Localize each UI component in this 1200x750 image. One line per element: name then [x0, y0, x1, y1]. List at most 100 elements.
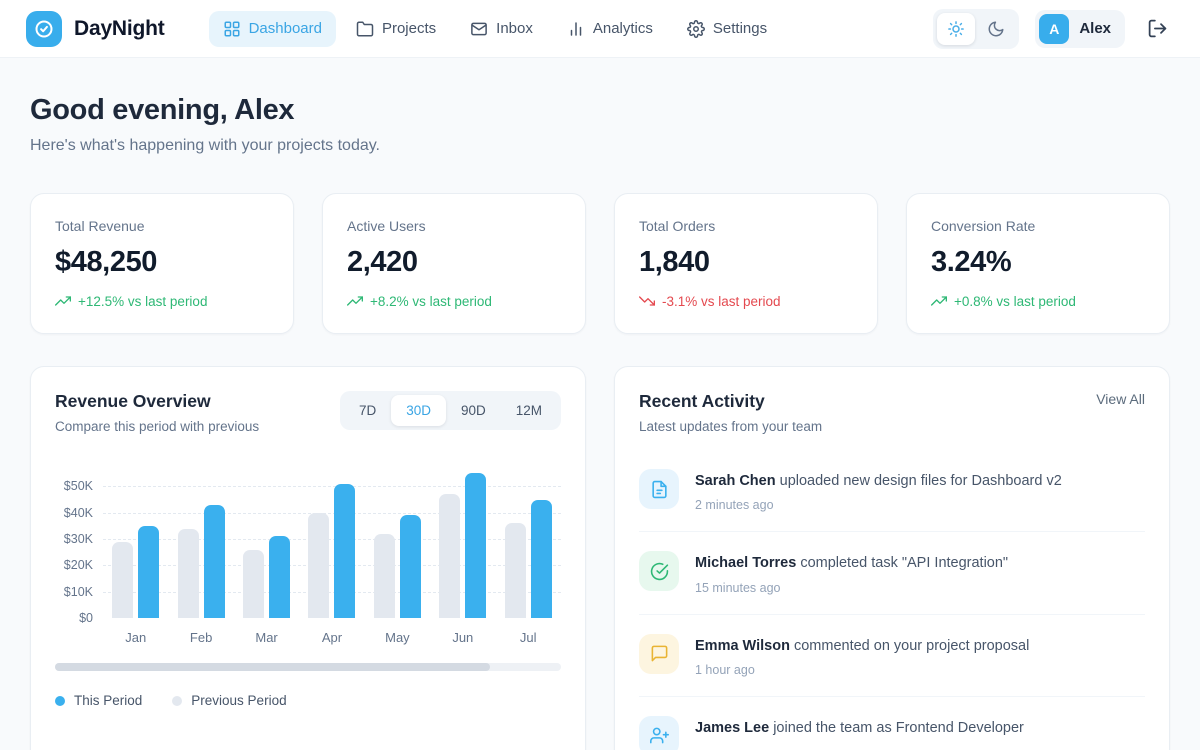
- activity-action: commented on your project proposal: [793, 637, 1030, 654]
- stat-value: 2,420: [347, 246, 418, 278]
- stat-value: 3.24%: [931, 246, 1012, 278]
- stat-trend-text: +12.5% vs last period: [78, 293, 208, 309]
- dashboard-page: Good evening, Alex Here's what's happeni…: [0, 58, 1200, 750]
- brand-name: DayNight: [74, 16, 165, 40]
- activity-list: Sarah Chen uploaded new design files for…: [639, 450, 1145, 750]
- logout-button[interactable]: [1141, 12, 1174, 45]
- bar-previous-period: [308, 512, 330, 618]
- bar-previous-period: [439, 494, 461, 618]
- revenue-header: Revenue Overview Compare this period wit…: [55, 391, 561, 434]
- activity-action: uploaded new design files for Dashboard …: [779, 473, 1062, 489]
- activity-text: Emma Wilson commented on your project pr…: [695, 634, 1029, 656]
- nav-item-projects[interactable]: Projects: [342, 11, 450, 47]
- stats-grid: Total Revenue $48,250 +12.5% vs last per…: [30, 193, 1170, 334]
- activity-action: joined the team as Frontend Developer: [773, 719, 1024, 736]
- bar-previous-period: [112, 541, 134, 618]
- bar-previous-period: [373, 533, 395, 618]
- comment-icon: [639, 633, 679, 674]
- bar-previous-period: [177, 528, 199, 618]
- trending-down-icon: [639, 293, 655, 309]
- mail-icon: [470, 20, 488, 38]
- x-axis-tick: Mar: [255, 630, 278, 645]
- stat-trend-text: +8.2% vs last period: [370, 293, 492, 309]
- activity-time: 2 minutes ago: [695, 498, 774, 513]
- nav-label: Inbox: [496, 20, 533, 37]
- bar-group-jul: [496, 468, 561, 618]
- y-axis-tick: $40K: [63, 505, 93, 520]
- bar-this-period: [269, 536, 291, 618]
- bar-this-period: [334, 483, 356, 618]
- user-menu[interactable]: A Alex: [1035, 9, 1125, 48]
- bar-this-period: [203, 504, 225, 618]
- legend-label: Previous Period: [191, 693, 287, 708]
- sun-icon: [947, 20, 965, 38]
- x-axis-tick: Apr: [321, 630, 343, 645]
- y-axis-tick: $0: [79, 611, 93, 625]
- stat-trend: +8.2% vs last period: [347, 293, 561, 309]
- nav-label: Settings: [712, 20, 768, 37]
- view-all-button[interactable]: View All: [1096, 391, 1145, 407]
- trending-up-icon: [931, 293, 947, 309]
- legend-dot-previous-period: [172, 695, 183, 706]
- brand-logo: [26, 10, 62, 47]
- stat-trend: +0.8% vs last period: [931, 293, 1145, 309]
- bar-groups: [103, 468, 561, 618]
- recent-activity-card: Recent Activity Latest updates from your…: [614, 366, 1170, 750]
- page-title: Good evening, Alex: [30, 94, 295, 126]
- chart-x-axis: Jan Feb Mar Apr May Jun Jul: [103, 630, 561, 645]
- activity-text: Michael Torres completed task "API Integ…: [695, 551, 1008, 573]
- moon-icon: [987, 20, 1005, 38]
- chart-y-axis: $50K $40K $30K $20K $10K $0: [55, 468, 103, 625]
- nav-item-dashboard[interactable]: Dashboard: [208, 10, 336, 47]
- chart-gridline: [103, 486, 561, 488]
- bar-group-jan: [103, 468, 168, 618]
- nav-item-settings[interactable]: Settings: [673, 11, 781, 47]
- x-axis-tick: May: [385, 630, 410, 645]
- activity-text: Sarah Chen uploaded new design files for…: [695, 469, 1062, 491]
- nav-label: Analytics: [592, 20, 653, 37]
- grid-icon: [223, 20, 241, 38]
- legend-previous-period: Previous Period: [172, 693, 287, 708]
- legend-label: This Period: [74, 693, 143, 708]
- nav-label: Dashboard: [248, 20, 322, 37]
- y-axis-tick: $10K: [63, 584, 93, 599]
- range-button-12m[interactable]: 12M: [501, 395, 557, 426]
- light-mode-button[interactable]: [937, 12, 976, 45]
- range-button-30d[interactable]: 30D: [391, 395, 446, 426]
- activity-item-michael-torres: Michael Torres completed task "API Integ…: [639, 531, 1145, 613]
- stat-value: 1,840: [639, 246, 710, 278]
- chart-gridline: [103, 565, 561, 567]
- range-button-7d[interactable]: 7D: [344, 395, 391, 426]
- dark-mode-button[interactable]: [977, 13, 1015, 45]
- activity-title: Recent Activity: [639, 391, 765, 411]
- activity-time: 15 minutes ago: [695, 580, 781, 595]
- bottom-grid: Revenue Overview Compare this period wit…: [30, 366, 1170, 750]
- y-axis-tick: $30K: [63, 532, 93, 547]
- bar-previous-period: [504, 523, 526, 618]
- revenue-overview-card: Revenue Overview Compare this period wit…: [30, 366, 586, 750]
- nav-item-inbox[interactable]: Inbox: [456, 11, 547, 47]
- bar-chart-icon: [567, 20, 585, 38]
- stat-card-active-users: Active Users 2,420 +8.2% vs last period: [322, 193, 586, 334]
- range-toggle-group: 7D 30D 90D 12M: [339, 391, 561, 430]
- stat-card-total-orders: Total Orders 1,840 -3.1% vs last period: [614, 193, 878, 334]
- trending-up-icon: [347, 293, 363, 309]
- bar-group-mar: [234, 468, 299, 618]
- chart-gridline: [103, 539, 561, 541]
- revenue-subtitle: Compare this period with previous: [55, 419, 260, 434]
- nav-item-analytics[interactable]: Analytics: [553, 11, 667, 47]
- nav-label: Projects: [381, 20, 437, 37]
- brand: DayNight: [26, 10, 165, 47]
- chart-legend: This Period Previous Period: [55, 693, 561, 708]
- activity-item-james-lee: James Lee joined the team as Frontend De…: [639, 695, 1145, 750]
- bar-this-period: [399, 515, 421, 618]
- chart-plot-column: Jan Feb Mar Apr May Jun Jul: [103, 468, 561, 645]
- activity-actor: James Lee: [695, 719, 770, 736]
- activity-subtitle: Latest updates from your team: [639, 419, 823, 434]
- range-button-90d[interactable]: 90D: [446, 395, 501, 426]
- bar-group-apr: [299, 468, 364, 618]
- stat-trend: +12.5% vs last period: [55, 293, 269, 309]
- top-navbar: DayNight Dashboard Projects Inbox Analyt…: [0, 0, 1200, 58]
- chart-scrollbar-thumb[interactable]: [55, 663, 491, 671]
- theme-toggle: [933, 8, 1020, 49]
